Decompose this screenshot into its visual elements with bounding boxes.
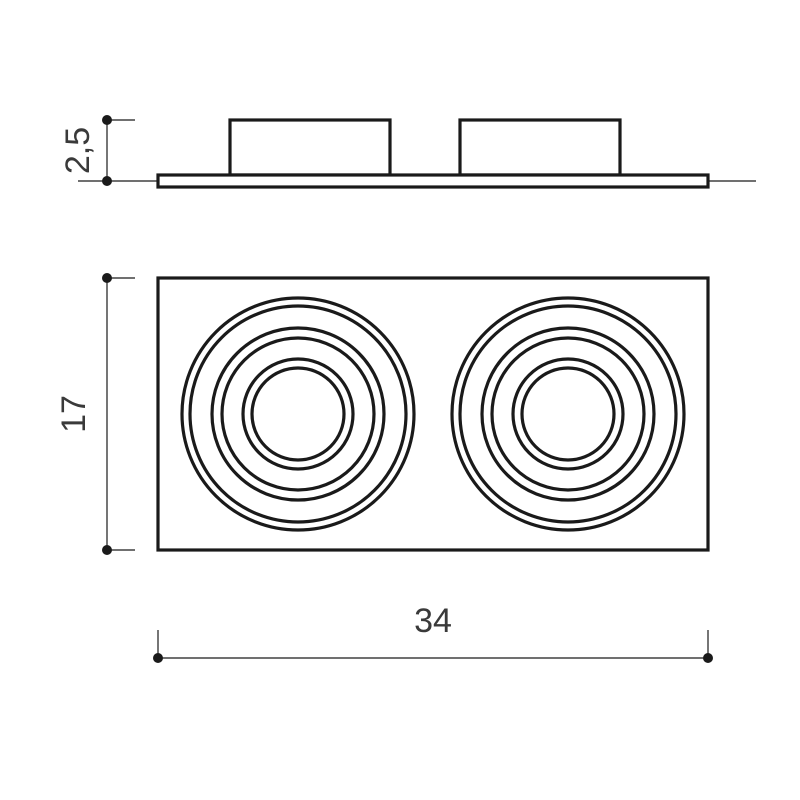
right-lamp-ring-0-0 (452, 298, 684, 530)
side-box-left (230, 120, 390, 175)
right-lamp-ring-1-0 (482, 328, 654, 500)
side-box-right (460, 120, 620, 175)
right-lamp-ring-2-1 (522, 368, 614, 460)
left-lamp-ring-2-0 (243, 359, 353, 469)
right-lamp-ring-2-0 (513, 359, 623, 469)
right-lamp-ring-1-1 (492, 338, 644, 490)
side-plate (158, 175, 708, 187)
technical-drawing: 2,5 17 34 (0, 0, 800, 800)
front-frame (158, 278, 708, 550)
left-lamp-ring-0-0 (182, 298, 414, 530)
dim-label-front-height: 17 (55, 395, 93, 433)
left-lamp-ring-1-1 (222, 338, 374, 490)
left-lamp-ring-1-0 (212, 328, 384, 500)
dim-label-width: 34 (414, 602, 452, 640)
dim-cap (102, 176, 112, 186)
left-lamp-ring-2-1 (252, 368, 344, 460)
dim-label-top-height: 2,5 (59, 127, 97, 174)
